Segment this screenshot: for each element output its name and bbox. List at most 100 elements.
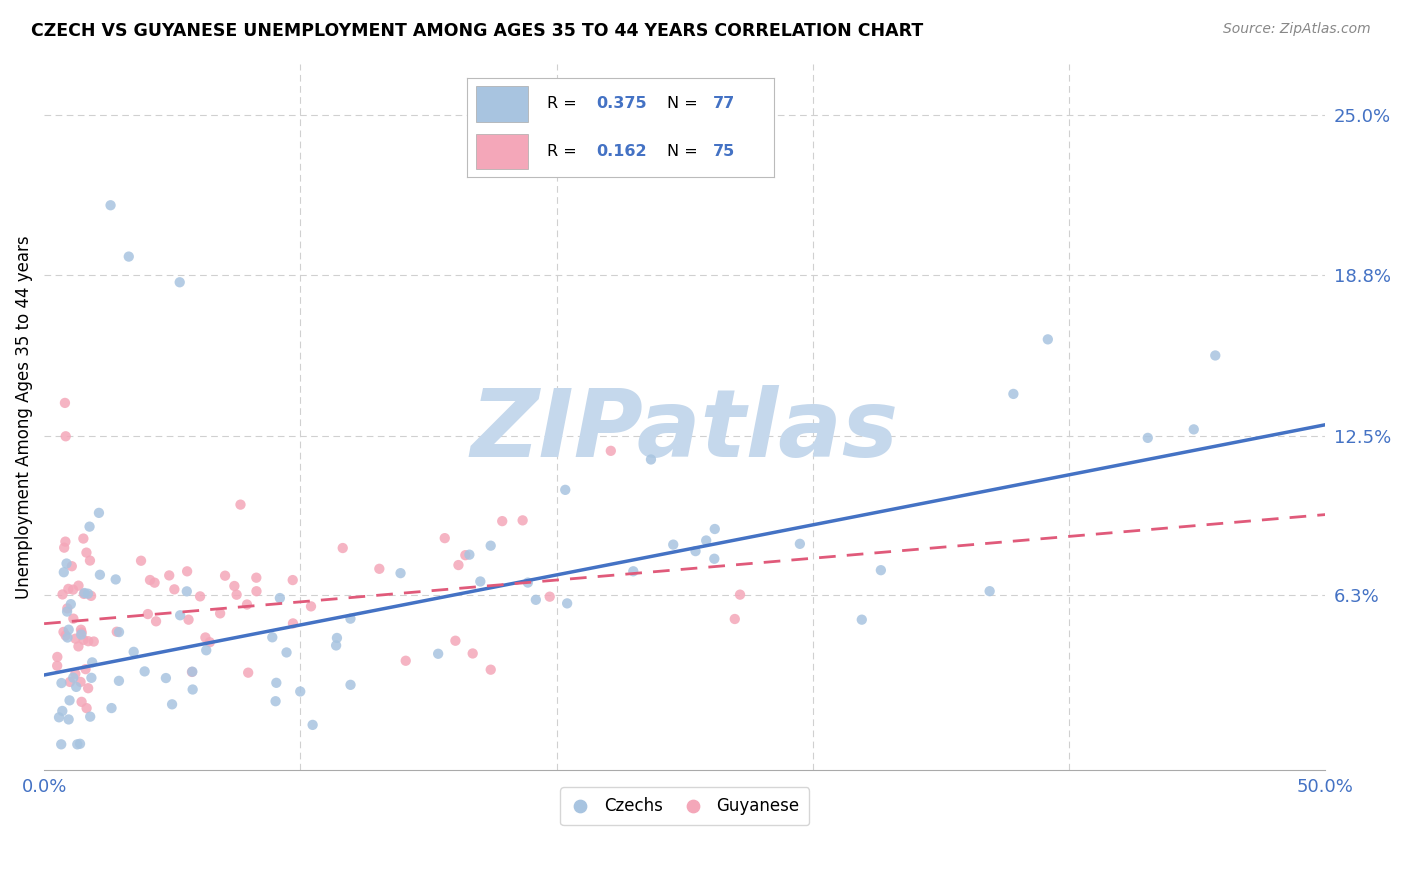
Point: [181, 665, 204, 679]
Point: [1136, 431, 1159, 445]
Point: [1036, 332, 1059, 346]
Point: [58, 713, 80, 727]
Point: [58, 582, 80, 596]
Text: Source: ZipAtlas.com: Source: ZipAtlas.com: [1223, 22, 1371, 37]
Point: [512, 513, 534, 527]
Point: [662, 538, 685, 552]
Point: [118, 250, 141, 264]
Point: [51, 676, 73, 690]
Point: [236, 598, 259, 612]
Point: [238, 665, 260, 680]
Point: [724, 612, 747, 626]
Point: [479, 539, 502, 553]
Point: [59, 597, 82, 611]
Point: [176, 584, 198, 599]
Point: [1182, 422, 1205, 436]
Point: [77, 634, 100, 648]
Point: [599, 443, 621, 458]
Point: [224, 579, 246, 593]
Legend: Czechs, Guyanese: Czechs, Guyanese: [561, 788, 808, 825]
Point: [269, 591, 291, 605]
Point: [276, 645, 298, 659]
Point: [169, 275, 191, 289]
Point: [108, 625, 131, 640]
Point: [427, 647, 450, 661]
Text: ZIPatlas: ZIPatlas: [471, 385, 898, 477]
Point: [1204, 349, 1226, 363]
Point: [281, 573, 304, 587]
Point: [89, 567, 111, 582]
Point: [538, 590, 561, 604]
Point: [73, 586, 96, 600]
Point: [104, 573, 127, 587]
Point: [447, 558, 470, 572]
Point: [67, 579, 90, 593]
Point: [870, 563, 893, 577]
Point: [470, 574, 492, 589]
Point: [339, 678, 361, 692]
Point: [555, 596, 578, 610]
Point: [79, 519, 101, 533]
Point: [281, 616, 304, 631]
Point: [53, 541, 76, 555]
Point: [640, 452, 662, 467]
Point: [100, 701, 122, 715]
Point: [65, 680, 87, 694]
Point: [52, 624, 75, 639]
Point: [79, 709, 101, 723]
Point: [262, 630, 284, 644]
Point: [169, 608, 191, 623]
Point: [160, 698, 183, 712]
Point: [67, 640, 90, 654]
Point: [56, 631, 79, 645]
Point: [129, 554, 152, 568]
Point: [73, 587, 96, 601]
Point: [56, 601, 79, 615]
Point: [554, 483, 576, 497]
Point: [55, 534, 77, 549]
Point: [516, 575, 538, 590]
Point: [62, 671, 84, 685]
Point: [245, 584, 267, 599]
Point: [851, 613, 873, 627]
Point: [100, 198, 122, 212]
Point: [181, 665, 204, 679]
Point: [79, 553, 101, 567]
Point: [60, 559, 83, 574]
Point: [395, 654, 418, 668]
Point: [70, 623, 93, 637]
Point: [155, 671, 177, 685]
Point: [290, 684, 312, 698]
Point: [72, 532, 94, 546]
Point: [82, 656, 104, 670]
Point: [703, 522, 725, 536]
Point: [70, 625, 93, 640]
Point: [524, 592, 547, 607]
Point: [491, 514, 513, 528]
Y-axis label: Unemployment Among Ages 35 to 44 years: Unemployment Among Ages 35 to 44 years: [15, 235, 32, 599]
Point: [51, 587, 73, 601]
Point: [62, 582, 84, 597]
Point: [454, 548, 477, 562]
Point: [979, 584, 1001, 599]
Point: [703, 551, 725, 566]
Point: [444, 633, 467, 648]
Point: [48, 710, 70, 724]
Point: [264, 694, 287, 708]
Text: CZECH VS GUYANESE UNEMPLOYMENT AMONG AGES 35 TO 44 YEARS CORRELATION CHART: CZECH VS GUYANESE UNEMPLOYMENT AMONG AGE…: [31, 22, 924, 40]
Point: [83, 634, 105, 648]
Point: [70, 627, 93, 641]
Point: [66, 737, 89, 751]
Point: [55, 557, 77, 571]
Point: [195, 643, 218, 657]
Point: [1002, 387, 1025, 401]
Point: [229, 498, 252, 512]
Point: [433, 531, 456, 545]
Point: [188, 590, 211, 604]
Point: [214, 568, 236, 582]
Point: [209, 607, 232, 621]
Point: [339, 612, 361, 626]
Point: [87, 506, 110, 520]
Point: [53, 396, 76, 410]
Point: [51, 737, 73, 751]
